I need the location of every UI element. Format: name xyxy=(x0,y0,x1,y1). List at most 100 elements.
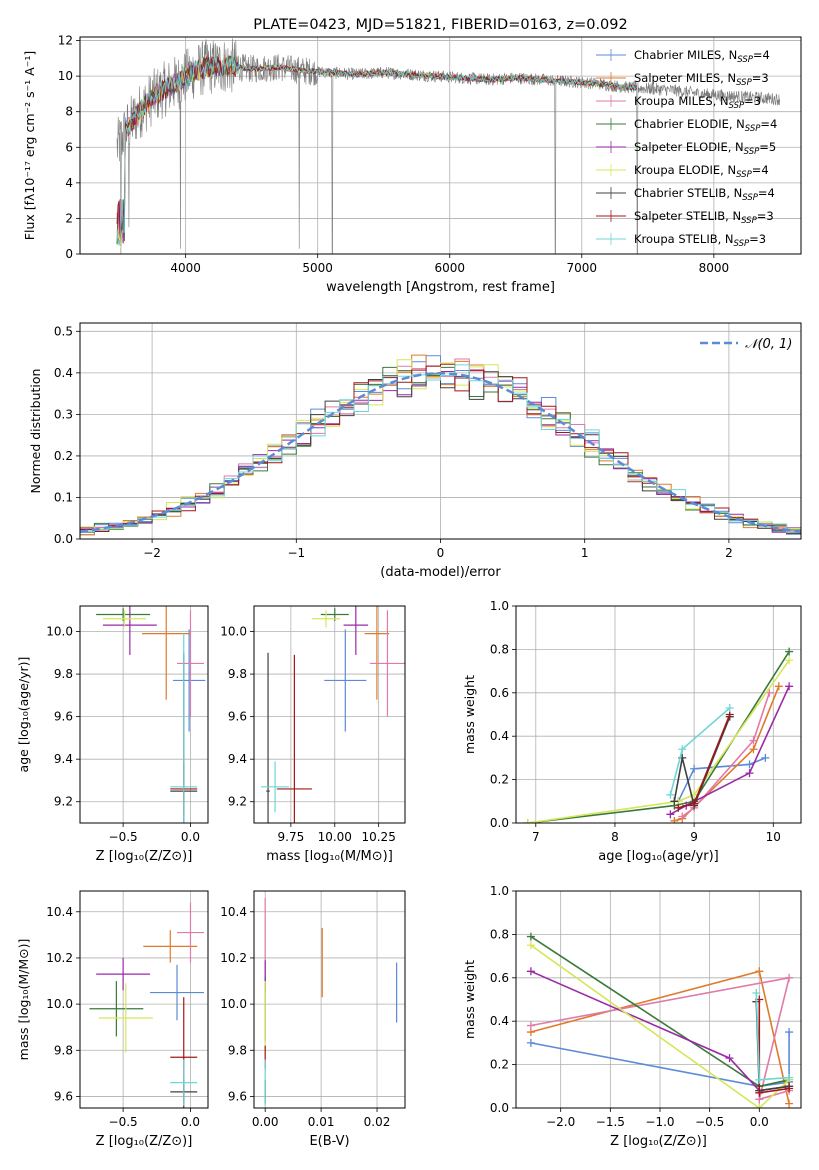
observed-spectrum-line xyxy=(116,38,780,254)
errorbar-kroupa_elodie xyxy=(98,983,153,1053)
axes-mass_vs_Z: −0.5 0.0 9.6 9.8 10.0 10.2 10.4 Z [log₁₀(Z/Z⊙)]… xyxy=(16,890,209,1149)
series-marker xyxy=(670,797,679,806)
x-tick-label: 0 xyxy=(437,546,445,560)
legend-label-n: =3 xyxy=(757,209,774,223)
x-tick-label: −0.5 xyxy=(109,1115,138,1129)
y-tick-label: 9.6 xyxy=(228,710,247,724)
legend-label-n: =3 xyxy=(752,71,769,85)
x-tick-label: 1 xyxy=(581,546,589,560)
y-tick-label: 9.8 xyxy=(228,667,247,681)
x-tick-label: 10 xyxy=(766,830,781,844)
y-axis-label: mass [log₁₀(M/M⊙)] xyxy=(16,939,31,1061)
y-tick-label: 0.0 xyxy=(490,816,509,830)
normal-curve xyxy=(80,372,801,533)
x-tick-label: −1 xyxy=(287,546,305,560)
x-axis-label: (data-model)/error xyxy=(380,565,501,580)
series-marker xyxy=(774,682,783,691)
series-marker xyxy=(690,764,699,773)
x-axis-label: age [log₁₀(age/yr)] xyxy=(598,849,719,864)
series-marker xyxy=(526,967,535,976)
legend-label-sub: SSP xyxy=(742,193,758,203)
y-tick-label: 0.4 xyxy=(54,366,73,380)
errorbar-kroupa_miles xyxy=(369,610,405,717)
x-tick-label: 7 xyxy=(532,830,540,844)
legend-label-salpeter_miles: Salpeter MILES, NSSP=3 xyxy=(634,71,769,88)
series-marker xyxy=(526,941,535,950)
errorbar-salpeter_elodie xyxy=(343,606,369,655)
x-tick-label: −1.5 xyxy=(596,1115,625,1129)
y-tick-label: 0.8 xyxy=(490,927,509,941)
y-tick-label: 0.0 xyxy=(54,532,73,546)
legend-label-n: =5 xyxy=(759,140,776,154)
y-tick-label: 0.2 xyxy=(54,449,73,463)
errorbar-salpeter_stelib xyxy=(276,654,312,823)
y-tick-label: 0.0 xyxy=(490,1101,509,1115)
errorbar-salpeter_miles xyxy=(364,606,390,700)
errorbar-kroupa_stelib xyxy=(261,761,290,813)
x-tick-label: −2 xyxy=(143,546,161,560)
series-marker xyxy=(785,1028,794,1037)
legend-label-base: Kroupa STELIB, N xyxy=(634,232,734,246)
errorbar-kroupa_stelib xyxy=(170,633,198,823)
y-tick-label: 10.0 xyxy=(220,625,247,639)
plot-area-weight_vs_age xyxy=(523,647,794,823)
series-line xyxy=(673,716,731,809)
series-marker xyxy=(785,656,794,665)
series-marker xyxy=(785,1084,794,1093)
x-tick-label: 9 xyxy=(690,830,698,844)
x-tick-label: 9.75 xyxy=(278,830,305,844)
legend-label-sub: SSP xyxy=(729,101,745,111)
legend-label-base: Salpeter ELODIE, N xyxy=(634,140,744,154)
series-marker xyxy=(666,790,675,799)
series-line xyxy=(530,1032,790,1088)
model-spectrum-kroupa_elodie xyxy=(116,56,637,249)
legend-label-n: =4 xyxy=(758,186,775,200)
x-tick-label: −2.0 xyxy=(546,1115,575,1129)
y-tick-label: 10.4 xyxy=(46,905,73,919)
series-line xyxy=(681,692,771,818)
y-tick-label: 0.5 xyxy=(54,324,73,338)
axes-frame xyxy=(515,605,802,824)
x-tick-label: −0.5 xyxy=(109,830,138,844)
y-axis-label: mass weight xyxy=(462,960,477,1039)
legend-label-base: Kroupa MILES, N xyxy=(634,94,729,108)
errorbar-chabrier_miles xyxy=(172,629,206,732)
legend-label-n: =3 xyxy=(744,94,761,108)
y-tick-label: 0.6 xyxy=(490,971,509,985)
axes-frame xyxy=(79,605,209,824)
y-tick-label: 10.2 xyxy=(220,951,247,965)
y-tick-label: 8 xyxy=(65,105,73,119)
series-marker xyxy=(749,745,758,754)
axes-weight_vs_Z: −2.0 −1.5 −1.0 −0.5 0.0 0.0 0.2 0.4 0.6 0.8 1.0 Z [… xyxy=(462,884,802,1149)
axes-age_vs_mass: 9.75 10.00 10.25 9.2 9.4 9.6 9.8 10.0 mass [log₁… xyxy=(220,605,406,864)
legend-label-sub: SSP xyxy=(737,55,753,65)
x-tick-label: 5000 xyxy=(302,261,333,275)
series-line xyxy=(527,651,790,823)
legend-label-base: Salpeter STELIB, N xyxy=(634,209,741,223)
series-marker xyxy=(666,810,675,819)
series-line xyxy=(677,757,766,802)
x-axis-label: mass [log₁₀(M/M⊙)] xyxy=(266,849,393,864)
y-tick-label: 10.2 xyxy=(46,951,73,965)
errorbar-kroupa_miles xyxy=(177,902,204,963)
y-tick-label: 9.8 xyxy=(54,667,73,681)
series-marker xyxy=(755,1104,764,1108)
y-axis-label: age [log₁₀(age/yr)] xyxy=(16,657,31,773)
legend-label-kroupa_elodie: Kroupa ELODIE, NSSP=4 xyxy=(634,163,769,180)
series-salpeter_stelib xyxy=(674,710,734,812)
series-marker xyxy=(745,769,754,778)
legend-label-n: =4 xyxy=(753,48,770,62)
series-marker xyxy=(725,1054,734,1063)
model-spectrum-kroupa_stelib xyxy=(116,56,637,246)
series-marker xyxy=(749,736,758,745)
y-tick-label: 10.0 xyxy=(46,997,73,1011)
series-marker xyxy=(523,819,532,823)
errorbar-chabrier_elodie xyxy=(89,981,144,1037)
series-marker xyxy=(755,1075,764,1084)
x-tick-label: −1.0 xyxy=(645,1115,674,1129)
series-marker xyxy=(678,745,687,754)
series-marker xyxy=(678,812,687,821)
series-marker xyxy=(785,1099,794,1108)
x-tick-label: 0.00 xyxy=(252,1115,279,1129)
legend-label-n: =4 xyxy=(752,163,769,177)
